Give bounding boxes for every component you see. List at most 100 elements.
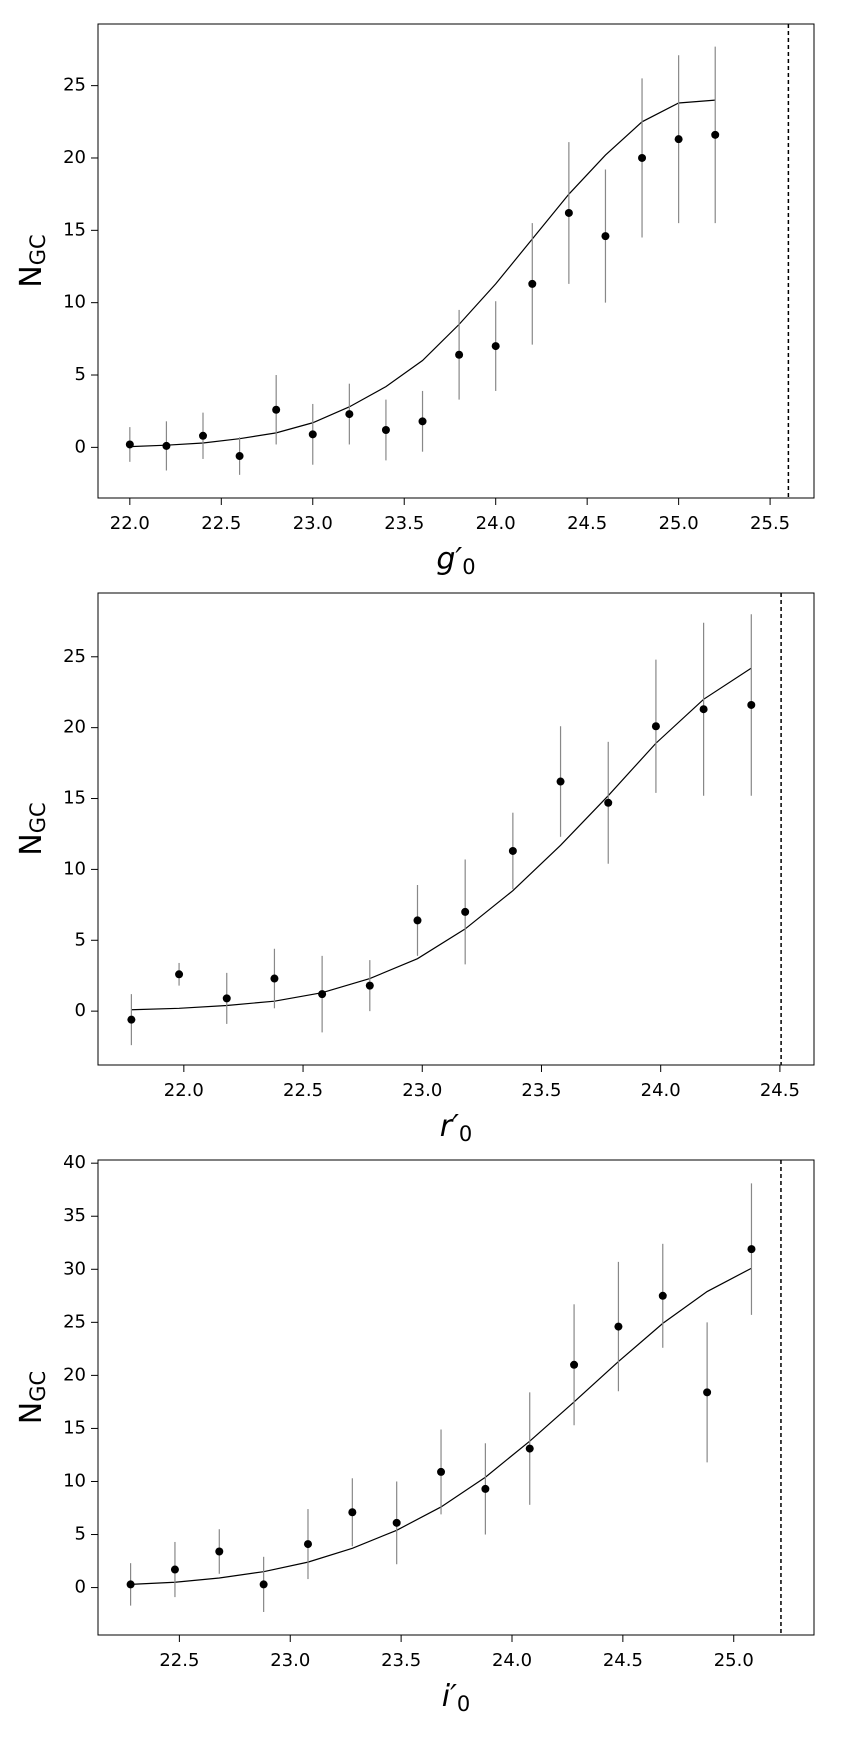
y-tick-label: 35	[63, 1205, 86, 1226]
y-tick-label: 15	[63, 1417, 86, 1438]
x-tick-label: 24.0	[476, 513, 516, 534]
point	[170, 1565, 179, 1574]
y-tick-label: 0	[75, 436, 86, 457]
point	[604, 798, 613, 807]
x-tick-label: 25.0	[714, 1650, 754, 1671]
point	[199, 431, 208, 440]
x-tick-label: 22.5	[283, 1080, 323, 1101]
point	[215, 1547, 224, 1556]
point	[437, 1467, 446, 1476]
point	[125, 440, 134, 449]
x-label-sub: 0	[457, 1692, 470, 1716]
y-tick-label: 5	[75, 1524, 86, 1545]
y-tick-label: 20	[63, 147, 86, 168]
point	[699, 705, 708, 714]
point	[674, 135, 683, 144]
y-tick-label: 25	[63, 1311, 86, 1332]
point	[638, 153, 647, 162]
x-tick-label: 22.5	[159, 1650, 199, 1671]
x-tick-label: 22.0	[110, 513, 150, 534]
x-tick-label: 24.0	[492, 1650, 532, 1671]
y-tick-label: 10	[63, 858, 86, 879]
point	[747, 1245, 756, 1254]
y-label-sub: GC	[26, 234, 50, 265]
point	[658, 1291, 667, 1300]
model-line	[131, 667, 752, 1011]
point	[491, 342, 500, 351]
point	[126, 1580, 135, 1589]
point	[303, 1540, 312, 1549]
point	[651, 722, 660, 731]
point	[528, 279, 537, 288]
y-axis-label: NGC	[14, 234, 51, 287]
y-axis-label: NGC	[14, 1371, 51, 1424]
x-tick-label: 23.0	[402, 1080, 442, 1101]
point	[481, 1484, 490, 1493]
model-line	[129, 99, 716, 448]
x-axis-label: r′0	[440, 1109, 473, 1147]
point	[418, 417, 427, 426]
point	[318, 990, 327, 999]
y-tick-label: 15	[63, 788, 86, 809]
point	[601, 232, 610, 241]
point	[270, 974, 279, 983]
y-tick-label: 25	[63, 75, 86, 96]
x-tick-label: 23.0	[293, 513, 333, 534]
point	[235, 452, 244, 461]
model-line	[130, 1267, 752, 1585]
point	[747, 700, 756, 709]
y-tick-label: 20	[63, 717, 86, 738]
x-tick-label: 23.5	[521, 1080, 561, 1101]
y-axis-label: NGC	[14, 802, 51, 855]
point	[345, 410, 354, 419]
x-label-main: i′	[442, 1679, 457, 1714]
point	[556, 777, 565, 786]
x-tick-label: 22.0	[164, 1080, 204, 1101]
point	[455, 350, 464, 359]
y-tick-label: 5	[75, 364, 86, 385]
point	[564, 208, 573, 217]
x-label-sub: 0	[462, 555, 475, 579]
point	[525, 1444, 534, 1453]
y-label-sub: GC	[26, 802, 50, 833]
point	[272, 405, 281, 414]
point	[711, 130, 720, 139]
point	[508, 846, 517, 855]
x-tick-label: 24.5	[603, 1650, 643, 1671]
point	[162, 441, 171, 450]
point	[222, 994, 231, 1003]
plot-frame	[97, 1159, 815, 1636]
x-axis-label: i′0	[442, 1679, 471, 1717]
y-label-main: N	[14, 265, 49, 287]
point	[703, 1388, 712, 1397]
y-tick-label: 10	[63, 1470, 86, 1491]
plot-frame	[97, 23, 815, 499]
y-tick-label: 0	[75, 1000, 86, 1021]
plot-frame	[97, 592, 815, 1066]
point	[259, 1580, 268, 1589]
x-tick-label: 23.0	[270, 1650, 310, 1671]
point	[392, 1518, 401, 1527]
y-label-sub: GC	[26, 1371, 50, 1402]
point	[175, 970, 184, 979]
x-tick-label: 25.0	[659, 513, 699, 534]
point	[614, 1322, 623, 1331]
point	[308, 430, 317, 439]
y-tick-label: 25	[63, 646, 86, 667]
x-label-sub: 0	[459, 1122, 472, 1146]
y-tick-label: 15	[63, 219, 86, 240]
x-tick-label: 24.5	[567, 513, 607, 534]
y-label-main: N	[14, 833, 49, 855]
x-label-main: r′	[440, 1109, 459, 1144]
y-label-main: N	[14, 1402, 49, 1424]
point	[381, 425, 390, 434]
x-tick-label: 22.5	[201, 513, 241, 534]
point	[461, 907, 470, 916]
x-tick-label: 24.5	[760, 1080, 800, 1101]
x-axis-label: g′0	[436, 542, 475, 580]
y-tick-label: 10	[63, 292, 86, 313]
point	[365, 981, 374, 990]
y-tick-label: 40	[63, 1152, 86, 1173]
y-tick-label: 0	[75, 1577, 86, 1598]
